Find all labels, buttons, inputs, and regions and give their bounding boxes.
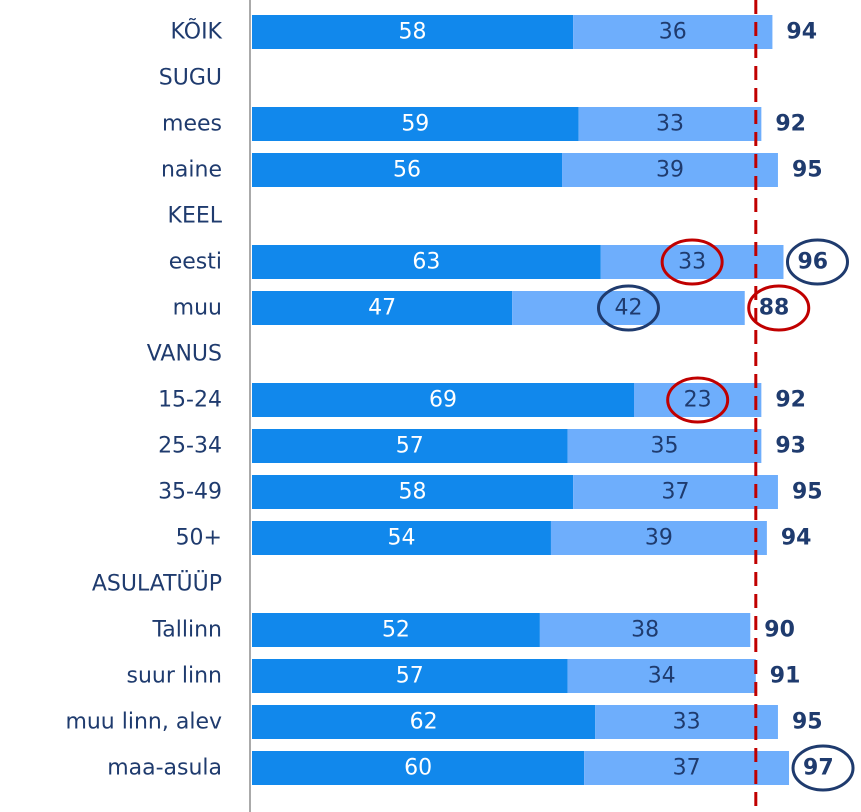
bar-segment: [562, 153, 778, 187]
category-label: mees: [162, 112, 222, 137]
bar-segment: [252, 107, 579, 141]
value-label: 59: [401, 112, 429, 137]
value-label: 38: [631, 618, 659, 643]
total-label: 95: [792, 710, 823, 735]
bar-segment: [252, 153, 563, 187]
category-label: 15-24: [158, 388, 222, 413]
category-label: Tallinn: [151, 618, 222, 643]
value-label: 57: [396, 434, 424, 459]
value-label: 54: [387, 526, 415, 551]
value-label: 33: [656, 112, 684, 137]
category-label: ASULATÜÜP: [92, 571, 222, 597]
category-label: maa-asula: [107, 756, 222, 781]
value-label: 56: [393, 158, 421, 183]
highlight-circle: [791, 744, 855, 792]
value-label: 42: [614, 296, 642, 321]
value-label: 37: [662, 480, 690, 505]
category-label: suur linn: [127, 664, 223, 689]
bar-segment: [252, 705, 596, 739]
value-label: 34: [648, 664, 676, 689]
total-label: 94: [786, 20, 817, 45]
bar-segment: [567, 429, 762, 463]
total-label: 93: [775, 434, 806, 459]
bar-segment: [578, 107, 762, 141]
category-label: 35-49: [158, 480, 222, 505]
bar-segment: [252, 383, 635, 417]
bar-segment: [252, 429, 568, 463]
total-label: 88: [759, 296, 790, 321]
highlight-circle: [666, 376, 730, 424]
bar-segment: [573, 15, 773, 49]
value-label: 39: [645, 526, 673, 551]
category-label: SUGU: [159, 66, 222, 91]
bar-segment: [252, 291, 513, 325]
value-label: 37: [673, 756, 701, 781]
value-label: 52: [382, 618, 410, 643]
bar-segment: [252, 521, 551, 555]
category-label: KEEL: [168, 204, 223, 229]
value-label: 33: [678, 250, 706, 275]
bar-segment: [252, 475, 574, 509]
bar-segment: [600, 245, 784, 279]
bar-segment: [567, 659, 756, 693]
bar-segment: [550, 521, 767, 555]
total-label: 92: [775, 388, 806, 413]
bar-segment: [252, 659, 568, 693]
highlight-circle: [660, 238, 724, 286]
total-label: 96: [797, 250, 828, 275]
bar-segment: [252, 751, 585, 785]
value-label: 47: [368, 296, 396, 321]
value-label: 36: [659, 20, 687, 45]
total-label: 91: [770, 664, 801, 689]
bar-segment: [539, 613, 751, 647]
value-label: 58: [399, 20, 427, 45]
bar-segment: [252, 15, 574, 49]
category-label: muu linn, alev: [65, 710, 222, 735]
total-label: 90: [764, 618, 795, 643]
category-label: 25-34: [158, 434, 222, 459]
bar-segment: [252, 245, 601, 279]
value-label: 33: [673, 710, 701, 735]
value-label: 39: [656, 158, 684, 183]
value-label: 69: [429, 388, 457, 413]
total-label: 92: [775, 112, 806, 137]
category-label: eesti: [169, 250, 222, 275]
value-label: 63: [412, 250, 440, 275]
value-label: 35: [650, 434, 678, 459]
bar-segment: [573, 475, 778, 509]
highlight-circle: [747, 284, 811, 332]
category-label: muu: [173, 296, 222, 321]
category-label: naine: [161, 158, 222, 183]
value-label: 58: [399, 480, 427, 505]
bar-segment: [512, 291, 745, 325]
total-label: 95: [792, 158, 823, 183]
total-label: 94: [781, 526, 812, 551]
bar-segment: [252, 613, 540, 647]
category-label: VANUS: [147, 342, 222, 367]
highlight-circle: [596, 284, 660, 332]
bar-segment: [634, 383, 762, 417]
bar-segment: [595, 705, 778, 739]
highlight-circle: [785, 238, 849, 286]
category-label: KÕIK: [171, 18, 223, 45]
total-label: 95: [792, 480, 823, 505]
value-label: 23: [684, 388, 712, 413]
category-label: 50+: [176, 526, 222, 551]
value-label: 60: [404, 756, 432, 781]
total-label: 97: [803, 756, 834, 781]
value-label: 57: [396, 664, 424, 689]
value-label: 62: [410, 710, 438, 735]
